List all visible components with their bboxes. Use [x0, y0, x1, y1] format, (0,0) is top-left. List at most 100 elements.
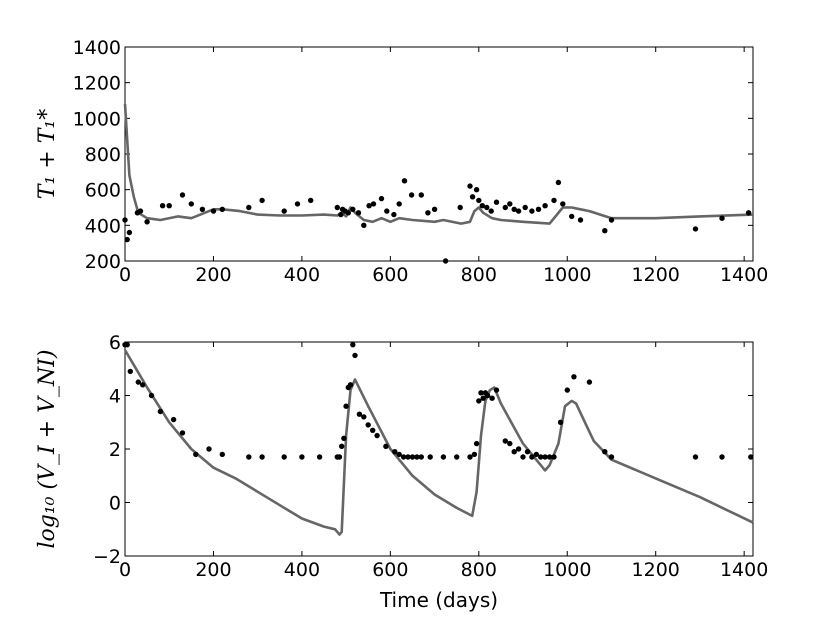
bottom-data-point: [427, 454, 433, 460]
top-data-point: [551, 197, 557, 204]
bottom-data-point: [538, 454, 544, 460]
top-data-point: [469, 194, 476, 200]
bottom-data-point: [478, 390, 484, 396]
top-data-point: [361, 222, 367, 228]
top-data-point: [366, 203, 372, 209]
top-data-point: [442, 258, 449, 264]
y-tick-label: 4: [109, 386, 121, 408]
top-data-point: [479, 203, 485, 209]
bottom-data-point: [748, 454, 754, 460]
y-tick-label: 800: [85, 144, 121, 166]
x-tick-label: 1200: [632, 264, 680, 286]
bottom-data-point: [148, 392, 155, 399]
top-data-point: [488, 208, 494, 214]
bottom-data-point: [343, 403, 349, 409]
bottom-data-point: [602, 449, 608, 455]
x-tick-label: 200: [195, 559, 231, 581]
top-data-point: [137, 208, 144, 214]
top-data-point: [418, 192, 424, 198]
bottom-data-point: [418, 454, 424, 460]
bottom-data-point: [502, 438, 508, 444]
top-data-point: [493, 199, 500, 205]
top-data-point: [144, 219, 150, 225]
top-data-point: [391, 211, 397, 218]
top-data-point: [378, 195, 385, 202]
top-data-point: [350, 206, 356, 212]
bottom-data-point: [480, 395, 486, 401]
bottom-data-point: [546, 454, 553, 460]
y-tick-label: 1000: [73, 108, 121, 130]
bottom-data-point: [339, 443, 345, 449]
y-tick-label: 0: [109, 493, 121, 515]
bottom-data-point: [246, 454, 252, 460]
bottom-data-point: [564, 387, 570, 393]
y-tick-label: 1200: [73, 73, 121, 95]
bottom-model-line: [123, 349, 754, 536]
bottom-data-point: [467, 454, 473, 460]
y-tick-label: 200: [85, 251, 121, 273]
bottom-data-point: [719, 454, 725, 460]
top-data-point: [124, 236, 130, 243]
x-tick-label: 800: [461, 559, 497, 581]
bottom-data-point: [608, 454, 615, 460]
top-data-point: [476, 197, 482, 204]
bottom-data-point: [140, 382, 146, 388]
panel-bottom-line-series: [123, 349, 754, 536]
x-tick-label: 1400: [720, 559, 768, 581]
x-tick-label: 800: [461, 264, 497, 286]
bottom-data-point: [193, 451, 199, 458]
x-tick-label: 0: [119, 559, 131, 581]
bottom-data-point: [356, 411, 363, 417]
bottom-data-point: [414, 454, 420, 460]
bottom-data-point: [135, 379, 141, 385]
bottom-data-point: [692, 454, 699, 460]
bottom-data-point: [392, 449, 398, 455]
top-data-point: [408, 192, 415, 198]
x-tick-label: 1400: [720, 264, 768, 286]
x-tick-label: 600: [372, 264, 408, 286]
bottom-data-point: [586, 379, 593, 385]
bottom-data-point: [281, 454, 287, 460]
bottom-data-point: [170, 416, 177, 423]
top-data-point: [159, 203, 166, 209]
panel-bottom-ylabel: log₁₀ (V_I + V_NI): [35, 350, 60, 549]
top-data-point: [511, 206, 517, 212]
bottom-data-point: [542, 454, 548, 460]
bottom-data-point: [370, 427, 376, 433]
bottom-data-point: [471, 451, 478, 458]
bottom-data-point: [124, 342, 130, 348]
bottom-data-point: [299, 454, 305, 460]
bottom-data-point: [179, 430, 186, 436]
top-data-point: [188, 201, 194, 207]
top-data-point: [308, 197, 314, 204]
top-data-point: [355, 210, 362, 216]
x-tick-label: 1000: [543, 559, 591, 581]
x-tick-label: 600: [372, 559, 408, 581]
bottom-data-point: [515, 446, 522, 452]
bottom-data-point: [533, 451, 539, 458]
bottom-data-point: [405, 454, 411, 460]
bottom-data-point: [529, 454, 535, 460]
bottom-data-point: [157, 408, 164, 415]
top-data-point: [577, 217, 584, 223]
bottom-data-point: [551, 454, 557, 460]
top-data-point: [334, 204, 340, 211]
bottom-data-point: [473, 440, 480, 447]
top-data-point: [457, 204, 463, 211]
top-data-point: [210, 208, 217, 214]
panel-bottom-frame: [124, 341, 754, 557]
top-data-point: [745, 210, 752, 216]
top-data-point: [502, 204, 508, 211]
bottom-data-point: [557, 419, 564, 425]
bottom-data-point: [259, 454, 265, 460]
bottom-data-point: [454, 454, 460, 460]
top-data-point: [522, 204, 528, 211]
top-data-point: [529, 208, 535, 214]
bottom-data-point: [484, 392, 491, 399]
bottom-data-point: [409, 454, 416, 460]
x-tick-label: 1200: [632, 559, 680, 581]
bottom-data-point: [219, 451, 225, 458]
